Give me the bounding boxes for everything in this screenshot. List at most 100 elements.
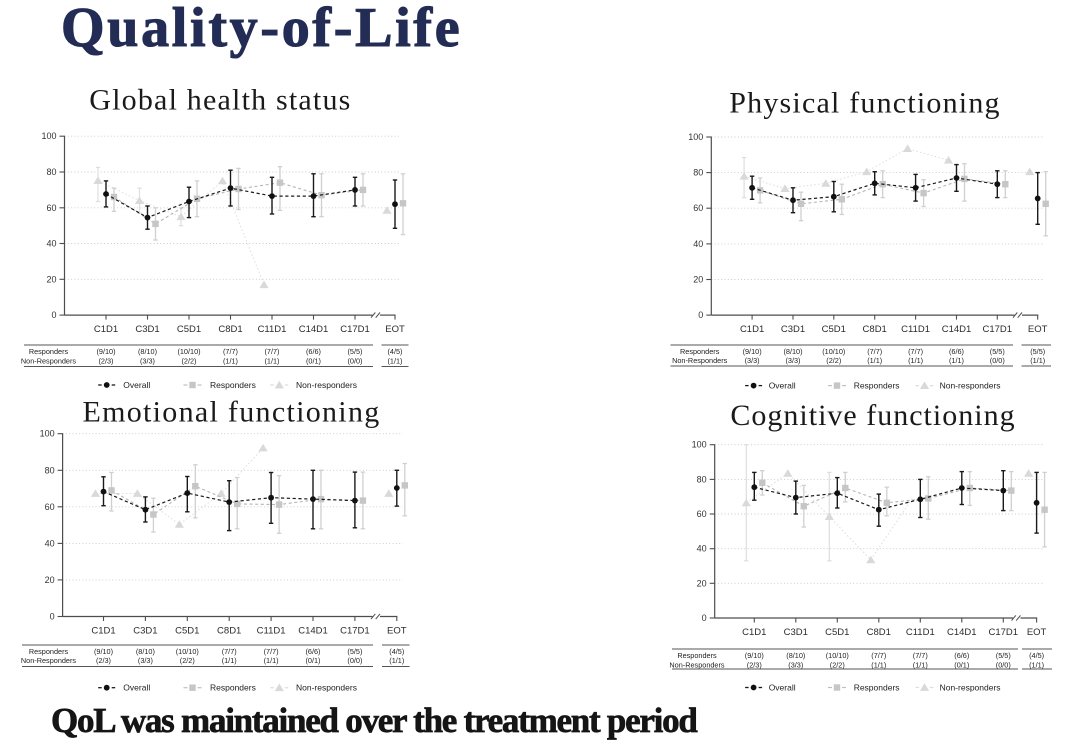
svg-text:Non-responders: Non-responders — [940, 683, 1001, 693]
svg-text:Responders: Responders — [210, 380, 256, 390]
svg-text:QoL was maintained over the tr: QoL was maintained over the treatment pe… — [51, 701, 698, 740]
svg-text:(1/1): (1/1) — [949, 356, 964, 365]
svg-text:20: 20 — [693, 275, 703, 285]
svg-text:60: 60 — [697, 509, 707, 519]
svg-text:Non-Responders: Non-Responders — [669, 660, 725, 669]
svg-text:(6/6): (6/6) — [954, 651, 969, 660]
svg-text:C5D1: C5D1 — [177, 324, 201, 335]
svg-text:Overall: Overall — [123, 683, 150, 693]
svg-text:Physical functioning: Physical functioning — [729, 87, 1000, 120]
svg-text:(5/5): (5/5) — [996, 651, 1011, 660]
svg-text:(2/3): (2/3) — [98, 356, 113, 365]
svg-text:(5/5): (5/5) — [990, 347, 1005, 356]
svg-text:40: 40 — [45, 538, 55, 548]
svg-text:(10/10): (10/10) — [826, 651, 849, 660]
svg-text:(2/2): (2/2) — [830, 660, 845, 669]
svg-text:Non-responders: Non-responders — [296, 380, 357, 390]
svg-text:Overall: Overall — [769, 381, 796, 391]
svg-text:Cognitive functioning: Cognitive functioning — [730, 399, 1015, 432]
svg-text:80: 80 — [45, 465, 55, 475]
svg-text:Responders: Responders — [680, 347, 720, 356]
svg-text:Responders: Responders — [677, 651, 717, 660]
svg-text:(0/0): (0/0) — [347, 356, 362, 365]
svg-text:(6/6): (6/6) — [305, 647, 320, 656]
svg-text:20: 20 — [697, 578, 707, 588]
svg-text:C11D1: C11D1 — [906, 627, 935, 638]
svg-text:Responders: Responders — [854, 381, 900, 391]
svg-text:(1/1): (1/1) — [264, 656, 279, 665]
svg-text:(1/1): (1/1) — [389, 656, 404, 665]
svg-text:(3/3): (3/3) — [745, 356, 760, 365]
svg-text:(8/10): (8/10) — [138, 347, 157, 356]
svg-text:C8D1: C8D1 — [218, 324, 242, 335]
svg-text:(10/10): (10/10) — [176, 647, 199, 656]
svg-text:(3/3): (3/3) — [140, 356, 155, 365]
svg-text:C1D1: C1D1 — [742, 627, 766, 638]
svg-text:Quality-of-Life: Quality-of-Life — [61, 0, 462, 59]
svg-text:(1/1): (1/1) — [867, 356, 882, 365]
svg-text:(6/6): (6/6) — [306, 347, 321, 356]
svg-text:C5D1: C5D1 — [822, 324, 846, 335]
svg-text:C14D1: C14D1 — [947, 627, 977, 638]
svg-text:Non-responders: Non-responders — [940, 381, 1001, 391]
svg-text:(5/5): (5/5) — [347, 347, 362, 356]
svg-text:(0/0): (0/0) — [990, 356, 1005, 365]
svg-text:Non-responders: Non-responders — [296, 683, 357, 693]
svg-text:40: 40 — [46, 239, 56, 249]
svg-text:(0/1): (0/1) — [305, 656, 320, 665]
svg-text:(4/5): (4/5) — [387, 347, 402, 356]
svg-text:80: 80 — [697, 474, 707, 484]
svg-text:100: 100 — [40, 429, 55, 439]
svg-text:(2/2): (2/2) — [180, 656, 195, 665]
svg-text:(1/1): (1/1) — [222, 656, 237, 665]
svg-text:C8D1: C8D1 — [217, 626, 241, 637]
svg-text:(1/1): (1/1) — [1029, 660, 1044, 669]
svg-text:(1/1): (1/1) — [908, 356, 923, 365]
svg-text:Non-Responders: Non-Responders — [21, 656, 77, 665]
svg-text:Overall: Overall — [769, 683, 796, 693]
svg-text:EOT: EOT — [1028, 324, 1048, 335]
svg-text:(4/5): (4/5) — [389, 647, 404, 656]
svg-text:(8/10): (8/10) — [136, 647, 155, 656]
svg-text:(0/1): (0/1) — [306, 356, 321, 365]
svg-text:(3/3): (3/3) — [785, 356, 800, 365]
svg-text:60: 60 — [45, 502, 55, 512]
svg-text:C1D1: C1D1 — [740, 324, 764, 335]
svg-text:(5/5): (5/5) — [1030, 347, 1045, 356]
svg-text:(1/1): (1/1) — [913, 660, 928, 669]
svg-text:Responders: Responders — [29, 347, 69, 356]
svg-text:(0/1): (0/1) — [954, 660, 969, 669]
svg-text:(7/7): (7/7) — [871, 651, 886, 660]
svg-text:C14D1: C14D1 — [298, 626, 328, 637]
svg-text:C3D1: C3D1 — [784, 627, 808, 638]
svg-text:C8D1: C8D1 — [867, 627, 891, 638]
svg-text:C17D1: C17D1 — [340, 626, 370, 637]
svg-text:Non-Responders: Non-Responders — [21, 356, 77, 365]
svg-text:0: 0 — [698, 310, 703, 320]
svg-text:(3/3): (3/3) — [788, 660, 803, 669]
svg-text:(7/7): (7/7) — [913, 651, 928, 660]
svg-text:(0/0): (0/0) — [996, 660, 1011, 669]
svg-text:C11D1: C11D1 — [257, 626, 286, 637]
svg-text:(2/3): (2/3) — [96, 656, 111, 665]
svg-text:(9/10): (9/10) — [94, 647, 113, 656]
svg-text:Overall: Overall — [123, 380, 150, 390]
svg-text:C5D1: C5D1 — [175, 626, 199, 637]
svg-text:(0/0): (0/0) — [347, 656, 362, 665]
svg-text:60: 60 — [693, 203, 703, 213]
svg-text:(3/3): (3/3) — [138, 656, 153, 665]
svg-text:C17D1: C17D1 — [989, 627, 1019, 638]
svg-text:(7/7): (7/7) — [223, 347, 238, 356]
svg-text:(7/7): (7/7) — [908, 347, 923, 356]
svg-text:C8D1: C8D1 — [863, 324, 887, 335]
svg-text:Responders: Responders — [854, 683, 900, 693]
svg-text:C14D1: C14D1 — [942, 324, 972, 335]
svg-text:C3D1: C3D1 — [133, 626, 157, 637]
svg-text:C17D1: C17D1 — [983, 324, 1013, 335]
svg-text:(9/10): (9/10) — [745, 651, 764, 660]
svg-text:C1D1: C1D1 — [91, 626, 115, 637]
svg-text:(1/1): (1/1) — [1030, 356, 1045, 365]
svg-text:60: 60 — [46, 203, 56, 213]
svg-text:C11D1: C11D1 — [258, 324, 287, 335]
svg-text:(8/10): (8/10) — [783, 347, 802, 356]
